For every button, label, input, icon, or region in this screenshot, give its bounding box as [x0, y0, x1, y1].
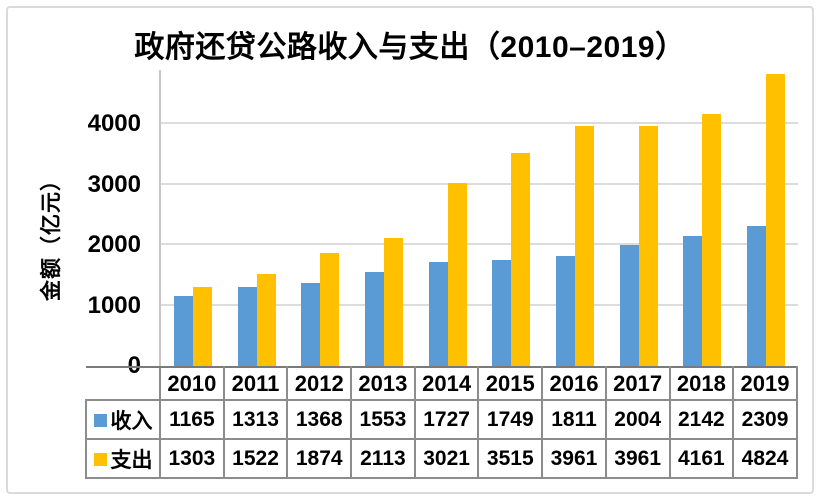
income-legend-swatch-icon — [93, 414, 107, 427]
expense-bar-2014 — [447, 183, 467, 366]
income-bar-2019 — [747, 226, 767, 366]
bar-group-2013 — [352, 70, 416, 366]
expense-bar-2019 — [766, 74, 786, 366]
bar-group-2010 — [161, 70, 225, 366]
income-bar-2014 — [428, 261, 448, 366]
expense-bar-2011 — [256, 273, 276, 366]
bar-series-container — [161, 70, 798, 366]
year-header-row: 2010 2011 2012 2013 2014 2015 2016 2017 2018 2019 — [86, 366, 798, 401]
plot-area — [159, 70, 798, 366]
bar-group-2015 — [480, 70, 544, 366]
year-cell-2019: 2019 — [732, 366, 798, 401]
y-tick-4000: 4000 — [87, 110, 141, 137]
income-bar-2018 — [683, 236, 703, 366]
income-cell-2010: 1165 — [159, 399, 225, 440]
year-cell-2015: 2015 — [477, 366, 544, 401]
expense-bar-2013 — [383, 238, 403, 366]
gridline-4000 — [161, 122, 798, 124]
expense-cell-2019: 4824 — [732, 438, 798, 479]
year-cell-2016: 2016 — [541, 366, 607, 401]
income-cell-2011: 1313 — [222, 399, 289, 440]
income-cell-2015: 1749 — [477, 399, 544, 440]
table-corner-cell — [86, 366, 160, 400]
year-cell-2017: 2017 — [604, 366, 671, 401]
y-tick-3000: 3000 — [87, 170, 141, 198]
expense-cell-2018: 4161 — [668, 438, 735, 479]
income-bar-2011 — [237, 286, 257, 366]
expense-cell-2016: 3961 — [541, 438, 607, 479]
expense-legend: 支出 — [88, 444, 158, 474]
year-cell-2013: 2013 — [350, 366, 416, 401]
data-table: 2010 2011 2012 2013 2014 2015 2016 2017 2018 2019… — [85, 366, 798, 479]
expense-bar-2018 — [702, 114, 722, 366]
expense-legend-swatch-icon — [93, 453, 107, 466]
year-cell-2018: 2018 — [668, 366, 735, 401]
income-legend: 收入 — [88, 405, 158, 435]
income-legend-cell: 收入 — [85, 399, 161, 440]
expense-bar-2010 — [192, 287, 212, 366]
y-tick-2000: 2000 — [87, 231, 141, 258]
income-series-label: 收入 — [110, 409, 153, 433]
expense-bar-2017 — [638, 126, 658, 366]
year-cell-2011: 2011 — [222, 366, 289, 401]
year-cell-2012: 2012 — [286, 366, 353, 401]
expense-series-label: 支出 — [110, 448, 153, 472]
bar-group-2014 — [416, 70, 480, 366]
income-bar-2012 — [301, 283, 321, 366]
income-cell-2014: 1727 — [413, 399, 480, 440]
income-bar-2015 — [492, 260, 512, 366]
expense-cell-2010: 1303 — [159, 438, 225, 479]
income-bar-2013 — [364, 272, 384, 366]
expense-cell-2017: 3961 — [604, 438, 671, 479]
income-cell-2018: 2142 — [668, 399, 735, 440]
expense-bar-2012 — [320, 252, 340, 366]
income-row: 收入 1165 1313 1368 1553 1727 1749 1811 2004 2142 23… — [85, 399, 798, 440]
bar-group-2011 — [225, 70, 289, 366]
income-cell-2019: 2309 — [732, 399, 798, 440]
expense-bar-2016 — [575, 126, 595, 366]
expense-bar-2015 — [511, 153, 531, 366]
expense-row: 支出 1303 1522 1874 2113 3021 3515 3961 3961 4161 48… — [85, 438, 798, 479]
expense-legend-cell: 支出 — [85, 438, 161, 479]
year-cell-2014: 2014 — [413, 366, 480, 401]
expense-cell-2013: 2113 — [350, 438, 416, 479]
gridline-1000 — [161, 303, 798, 306]
bar-group-2018 — [671, 70, 735, 366]
gridline-2000 — [161, 243, 798, 245]
income-bar-2017 — [619, 244, 639, 366]
expense-cell-2011: 1522 — [222, 438, 289, 479]
chart-title: 政府还贷公路收入与支出（2010–2019） — [134, 31, 686, 64]
y-axis-tick-labels: 0 1000 2000 3000 4000 — [0, 70, 141, 378]
y-tick-1000: 1000 — [87, 291, 141, 319]
income-cell-2012: 1368 — [286, 399, 353, 440]
income-cell-2013: 1553 — [350, 399, 416, 440]
expense-cell-2014: 3021 — [413, 438, 480, 479]
year-cell-2010: 2010 — [159, 366, 225, 401]
bar-group-2017 — [607, 70, 671, 366]
bar-group-2012 — [288, 70, 352, 366]
bar-group-2016 — [543, 70, 607, 366]
income-bar-2010 — [173, 295, 193, 366]
expense-cell-2012: 1874 — [286, 438, 353, 479]
income-cell-2017: 2004 — [604, 399, 671, 440]
expense-cell-2015: 3515 — [477, 438, 544, 479]
income-bar-2016 — [556, 256, 576, 366]
bar-group-2019 — [734, 70, 798, 366]
income-cell-2016: 1811 — [541, 399, 607, 440]
gridline-3000 — [161, 182, 798, 185]
